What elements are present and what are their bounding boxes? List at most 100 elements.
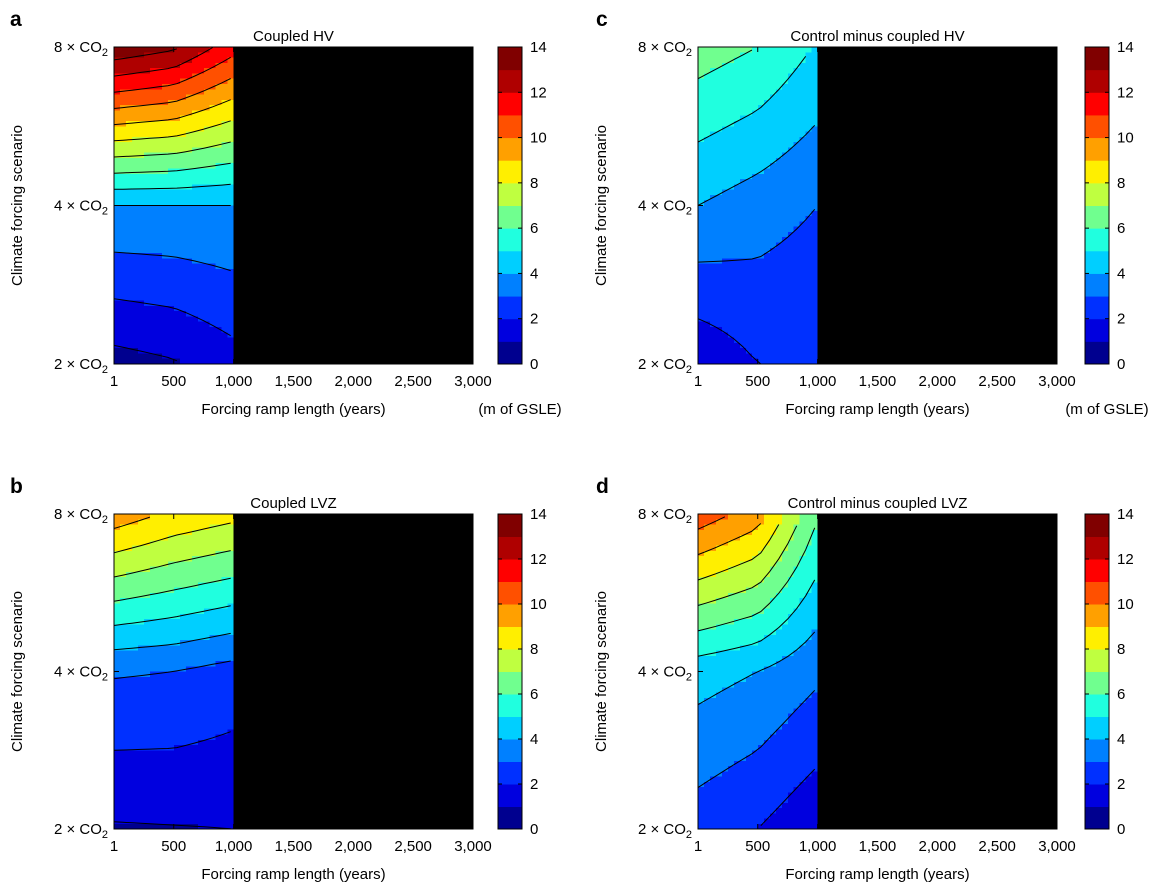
contour-cell [173, 194, 181, 201]
contour-cell [329, 556, 336, 562]
contour-cell [323, 157, 330, 164]
contour-cell [467, 540, 474, 547]
contour-cell [359, 342, 366, 349]
contour-cell [419, 592, 426, 599]
contour-cell [197, 348, 205, 355]
contour-cell [287, 99, 295, 106]
contour-cell [251, 353, 259, 360]
contour-cell [365, 52, 372, 59]
contour-cell [395, 619, 402, 625]
contour-cell [305, 110, 313, 117]
contour-cell [197, 189, 205, 196]
contour-cell [317, 52, 325, 59]
contour-cell [449, 237, 456, 244]
contour-cell [437, 592, 444, 599]
contour-cell [215, 571, 223, 578]
contour-cell [239, 184, 247, 191]
contour-cell [293, 300, 301, 307]
contour-cell [449, 131, 456, 138]
contour-cell [305, 194, 313, 201]
contour-cell [323, 99, 330, 106]
contour-cell [413, 524, 420, 531]
contour-cell [407, 179, 414, 185]
contour-cell [461, 47, 468, 53]
contour-cell [239, 587, 247, 594]
contour-cell [257, 99, 265, 106]
contour-cell [233, 624, 241, 631]
contour-cell [155, 311, 163, 318]
contour-cell [395, 253, 402, 259]
contour-cell [425, 152, 432, 159]
contour-cell [131, 529, 139, 536]
contour-cell [131, 163, 139, 170]
contour-cell [407, 126, 414, 133]
contour-cell [353, 163, 360, 170]
contour-cell [425, 619, 432, 625]
contour-cell [125, 194, 133, 201]
contour-cell [221, 115, 229, 122]
contour-cell [257, 598, 265, 604]
contour-cell [389, 290, 396, 296]
contour-cell [293, 598, 301, 604]
contour-cell [131, 168, 139, 175]
contour-cell [317, 550, 325, 557]
contour-cell [275, 131, 283, 138]
contour-cell [353, 247, 360, 254]
contour-cell [371, 57, 378, 64]
contour-cell [167, 337, 175, 344]
contour-cell [311, 78, 319, 85]
contour-cell [119, 73, 127, 80]
contour-cell [299, 205, 307, 212]
contour-cell [161, 221, 169, 228]
contour-cell [161, 237, 169, 244]
contour-cell [401, 189, 408, 196]
contour-cell [371, 550, 378, 557]
contour-cell [461, 545, 468, 552]
contour-cell [299, 258, 307, 265]
contour-cell [347, 179, 354, 185]
contour-cell [155, 189, 163, 196]
contour-cell [335, 131, 342, 138]
contour-cell [131, 353, 139, 360]
contour-cell [125, 540, 133, 547]
contour-cell [179, 598, 187, 604]
contour-cell [137, 305, 145, 312]
contour-cell [383, 342, 390, 349]
contour-cell [161, 94, 169, 101]
contour-cell [329, 619, 336, 625]
contour-cell [185, 321, 193, 328]
contour-cell [323, 529, 330, 536]
contour-cell [377, 115, 384, 122]
contour-cell [311, 327, 319, 333]
contour-line-12 [113, 47, 213, 77]
contour-cell [119, 295, 127, 302]
contour-cell [209, 535, 217, 541]
contour-cell [233, 189, 241, 196]
contour-cell [125, 105, 133, 111]
contour-cell [311, 305, 319, 312]
contour-cell [437, 73, 444, 80]
contour-cell [215, 556, 223, 562]
contour-cell [215, 231, 223, 238]
contour-cell [245, 524, 253, 531]
contour-cell [197, 115, 205, 122]
contour-cell [191, 598, 199, 604]
contour-cell [293, 163, 301, 170]
contour-cell [437, 105, 444, 111]
contour-cell [287, 221, 295, 228]
contour-cell [389, 210, 396, 217]
contour-cell [233, 131, 241, 138]
contour-cell [443, 131, 450, 138]
contour-cell [197, 163, 205, 170]
contour-cell [383, 263, 390, 270]
contour-cell [407, 136, 414, 143]
contour-cell [425, 110, 432, 117]
contour-cell [143, 173, 151, 180]
contour-cell [125, 210, 133, 217]
contour-cell [323, 316, 330, 323]
contour-cell [467, 321, 474, 328]
contour-cell [443, 279, 450, 286]
contour-cell [227, 173, 235, 180]
contour-cell [275, 126, 283, 133]
